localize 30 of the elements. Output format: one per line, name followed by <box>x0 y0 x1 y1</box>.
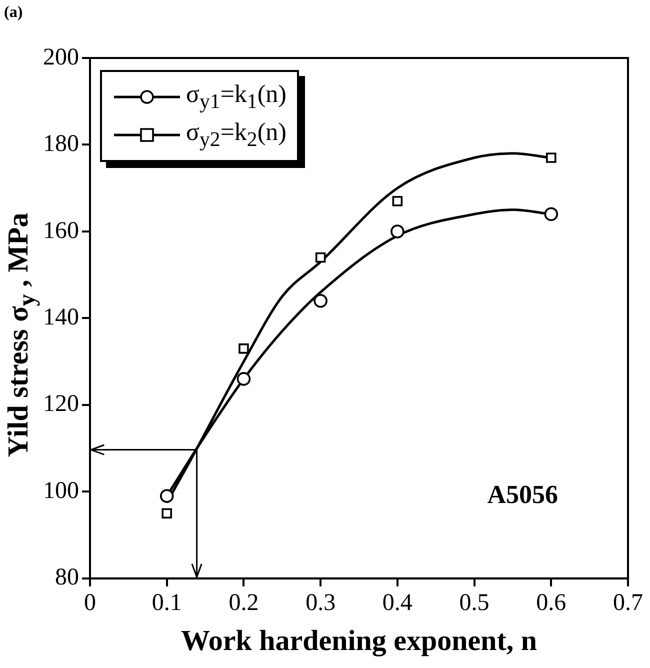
point <box>544 207 558 222</box>
x-tick-label: 0.5 <box>459 590 490 616</box>
y-tick-label: 120 <box>43 391 79 418</box>
legend-label: σ$_{y1}$=k$_{1}$(n) <box>186 80 286 114</box>
x-axis-title: Work hardening exponent, n <box>180 625 538 658</box>
legend-label: σ$_{y2}$=k$_{2}$(n) <box>186 118 286 152</box>
text: (a) <box>4 4 23 22</box>
x-tick-label: 0.2 <box>228 590 259 616</box>
annotation: A5056 <box>487 480 558 510</box>
y-tick-label: 200 <box>43 44 79 70</box>
y-tick-label: 180 <box>43 131 79 158</box>
point <box>160 489 174 503</box>
x-tick-label: 0 <box>84 590 96 616</box>
x-tick-label: 0.7 <box>613 590 643 616</box>
x-tick-label: 0.1 <box>152 590 182 616</box>
point <box>314 294 328 308</box>
point <box>236 372 251 386</box>
y-tick-label: 80 <box>55 564 79 591</box>
point <box>315 252 326 263</box>
point <box>238 343 249 354</box>
y-tick-label: 140 <box>43 304 79 330</box>
point <box>546 152 556 163</box>
y-tick-label: 100 <box>43 478 79 504</box>
x-tick-label: 0.4 <box>382 590 412 616</box>
y-tick-label: 160 <box>43 218 79 244</box>
point <box>392 196 403 206</box>
x-tick-label: 0.3 <box>306 590 336 616</box>
point <box>162 508 172 518</box>
point <box>390 224 404 238</box>
x-tick-label: 0.6 <box>536 590 566 616</box>
